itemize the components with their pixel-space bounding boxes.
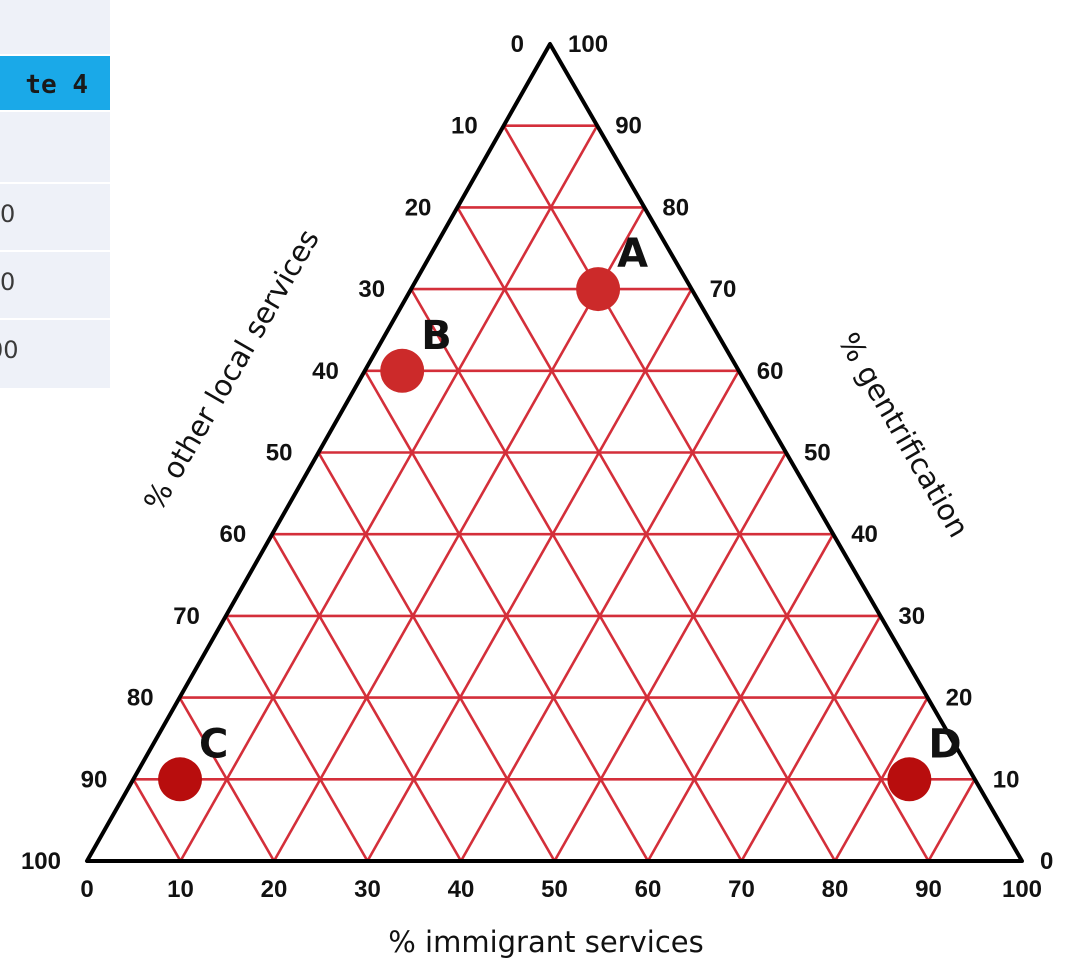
right-tick-label: 60	[757, 358, 784, 385]
table-cell: 00	[0, 336, 19, 364]
left-tick-label: 20	[405, 194, 432, 221]
triangle-frame	[85, 42, 1024, 863]
grid-line	[927, 778, 976, 862]
grid-line	[271, 533, 463, 862]
right-tick-label: 20	[946, 685, 973, 712]
point-label-b: B	[421, 313, 452, 359]
right-tick-label: 90	[615, 113, 642, 140]
table-header-cell: te 4	[25, 70, 88, 100]
bottom-tick-label: 40	[448, 876, 475, 903]
bottom-tick-label: 50	[541, 876, 568, 903]
right-tick-label: 0	[1040, 848, 1053, 875]
right-tick-label: 100	[568, 31, 608, 58]
left-tick-label: 10	[451, 113, 478, 140]
grid-line	[740, 615, 882, 862]
left-axis-title: % other local services	[137, 223, 326, 516]
right-tick-label: 70	[710, 276, 737, 303]
left-tick-label: 60	[219, 521, 246, 548]
tick-labels: 0 10 20 30 40 50 60 70 80 90 100010203040506070809…	[21, 31, 1053, 903]
right-tick-label: 50	[804, 440, 831, 467]
bottom-tick-label: 60	[635, 876, 662, 903]
table-row	[0, 0, 110, 54]
axis-titles: % immigrant services % other local servic…	[137, 223, 976, 959]
right-tick-label: 80	[662, 194, 689, 221]
grid-line	[132, 778, 182, 862]
bottom-tick-label: 90	[915, 876, 942, 903]
left-tick-label: 90	[81, 766, 108, 793]
right-tick-label: 10	[993, 766, 1020, 793]
bottom-tick-label: 100	[1002, 876, 1042, 903]
point-a	[576, 267, 621, 312]
table-header-row: te 4	[0, 56, 110, 110]
table-row: 0	[0, 252, 110, 318]
bottom-tick-label: 30	[354, 876, 381, 903]
grid-line	[409, 288, 743, 862]
table-row: 0	[0, 184, 110, 250]
right-tick-label: 30	[898, 603, 925, 630]
point-label-d: D	[928, 721, 961, 767]
point-c	[158, 757, 203, 802]
grid-line	[178, 696, 276, 862]
right-axis-title: % gentrification	[831, 327, 976, 543]
bottom-tick-label: 70	[728, 876, 755, 903]
table-row	[0, 112, 110, 182]
table-row: 00	[0, 320, 110, 388]
grid-line	[553, 451, 788, 862]
point-d	[887, 757, 932, 802]
left-tick-label: 40	[312, 358, 339, 385]
right-tick-label: 40	[851, 521, 878, 548]
grid-line	[502, 125, 930, 862]
grid-line	[317, 451, 556, 862]
left-tick-label: 80	[127, 685, 154, 712]
left-tick-label: 0	[511, 31, 524, 58]
grid-line	[224, 615, 369, 862]
left-tick-label: 30	[358, 276, 385, 303]
left-tick-label: 50	[266, 440, 293, 467]
data-points: A B C D	[158, 231, 962, 802]
bottom-tick-label: 20	[261, 876, 288, 903]
point-label-c: C	[199, 721, 228, 767]
point-b	[380, 348, 425, 393]
table-cell: 0	[0, 268, 16, 296]
bottom-tick-label: 80	[822, 876, 849, 903]
grid-line	[646, 533, 835, 862]
grid-line	[366, 288, 693, 862]
table-cell: 0	[0, 200, 16, 228]
bottom-tick-label: 0	[80, 876, 93, 903]
chart-grid	[132, 124, 976, 862]
bottom-tick-label: 10	[167, 876, 194, 903]
partial-data-table: te 4 0 0 00	[0, 0, 110, 388]
grid-line	[833, 696, 929, 862]
bottom-axis-title: % immigrant services	[388, 925, 703, 959]
grid-line	[179, 125, 599, 862]
left-tick-label: 100	[21, 848, 61, 875]
point-label-a: A	[617, 231, 648, 277]
left-tick-label: 70	[173, 603, 200, 630]
